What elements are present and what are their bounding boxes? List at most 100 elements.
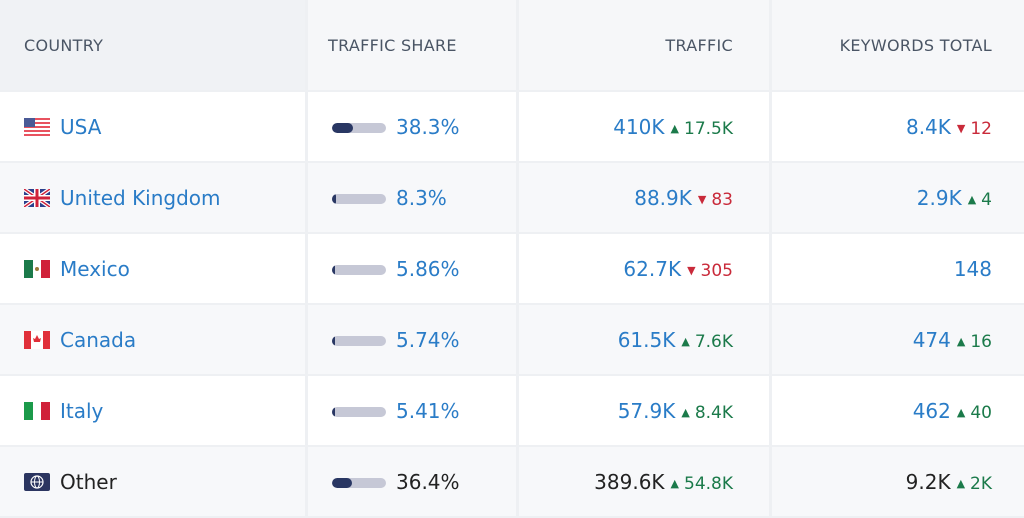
keywords-delta-value: 40 [970,402,992,423]
triangle-down-icon: ▼ [956,121,966,135]
traffic-share-bar [332,264,386,275]
header-traffic-share[interactable]: Traffic Share [308,0,516,90]
keywords-cell: 8.4K ▼ 12 [772,92,1024,161]
traffic-share-cell: 5.86% [308,234,516,303]
traffic-delta-value: 17.5K [684,118,733,139]
traffic-share-value[interactable]: 5.86% [396,256,460,281]
country-cell: USA [0,92,305,161]
keywords-cell: 148 [772,234,1024,303]
triangle-down-icon: ▼ [697,192,707,206]
keywords-cell: 2.9K ▲ 4 [772,163,1024,232]
traffic-share-value[interactable]: 8.3% [396,185,447,210]
keywords-delta: ▼ 12 [957,119,992,139]
traffic-share-bar [332,335,386,346]
traffic-share-bar [332,406,386,417]
traffic-delta-value: 305 [700,260,733,281]
traffic-share-cell: 5.41% [308,376,516,445]
header-traffic[interactable]: Traffic [519,0,769,90]
header-keywords-total[interactable]: Keywords Total [772,0,1024,90]
header-country[interactable]: Country [0,0,305,90]
traffic-delta-value: 8.4K [694,402,733,423]
traffic-share-cell: 36.4% [308,447,516,516]
traffic-value[interactable]: 61.5K [617,327,676,352]
keywords-delta-value: 12 [970,118,992,139]
triangle-up-icon: ▲ [956,334,966,348]
keywords-value[interactable]: 2.9K [916,185,962,210]
table-row: Mexico 5.86% 62.7K ▼ 305 148 [0,234,1024,303]
keywords-delta-value: 2K [970,473,992,494]
country-link[interactable]: United Kingdom [60,185,221,210]
keywords-cell: 474 ▲ 16 [772,305,1024,374]
traffic-value[interactable]: 57.9K [617,398,676,423]
country-link[interactable]: Canada [60,327,137,352]
keywords-cell: 462 ▲ 40 [772,376,1024,445]
traffic-cell: 57.9K ▲ 8.4K [519,376,769,445]
traffic-share-bar [332,193,386,204]
traffic-value: 389.6K [594,469,665,494]
us-flag-icon [24,117,50,136]
globe-icon [24,472,50,491]
triangle-up-icon: ▲ [670,476,679,490]
keywords-delta-value: 16 [970,331,992,352]
triangle-up-icon: ▲ [681,405,690,419]
traffic-share-value: 36.4% [396,469,460,494]
table-row: USA 38.3% 410K ▲ 17.5K 8.4K ▼ 12 [0,92,1024,161]
traffic-cell: 61.5K ▲ 7.6K [519,305,769,374]
keywords-delta: ▲ 4 [968,190,992,210]
triangle-up-icon: ▲ [670,121,679,135]
triangle-up-icon: ▲ [956,476,966,490]
keywords-value[interactable]: 148 [953,256,992,281]
triangle-up-icon: ▲ [967,192,977,206]
keywords-delta: ▲ 40 [957,403,992,423]
traffic-value[interactable]: 410K [613,114,665,139]
traffic-delta: ▼ 83 [698,190,733,210]
mexico-flag-icon [24,259,50,278]
traffic-share-value[interactable]: 38.3% [396,114,460,139]
country-link[interactable]: Italy [60,398,104,423]
keywords-delta-value: 4 [981,189,992,210]
country-cell: Other [0,447,305,516]
country-cell: Canada [0,305,305,374]
table-row: United Kingdom 8.3% 88.9K ▼ 83 2.9K ▲ 4 [0,163,1024,232]
traffic-share-value[interactable]: 5.41% [396,398,460,423]
uk-flag-icon [22,186,52,209]
traffic-delta: ▲ 17.5K [671,119,733,139]
traffic-delta: ▼ 305 [687,261,733,281]
traffic-share-value[interactable]: 5.74% [396,327,460,352]
country-cell: Italy [0,376,305,445]
traffic-delta-value: 54.8K [684,473,733,494]
canada-flag-icon [24,330,50,349]
country-cell: United Kingdom [0,163,305,232]
keywords-value[interactable]: 474 [912,327,951,352]
traffic-value[interactable]: 88.9K [634,185,692,210]
traffic-delta: ▲ 8.4K [681,403,733,423]
country-link[interactable]: USA [60,114,102,139]
keywords-value: 9.2K [905,469,951,494]
keywords-cell: 9.2K ▲ 2K [772,447,1024,516]
keywords-value[interactable]: 462 [912,398,951,423]
triangle-down-icon: ▼ [687,263,696,277]
keywords-delta: ▲ 2K [957,474,992,494]
table-row: Canada 5.74% 61.5K ▲ 7.6K 474 ▲ 16 [0,305,1024,374]
table-row: Other 36.4% 389.6K ▲ 54.8K 9.2K ▲ 2K [0,447,1024,516]
traffic-share-cell: 8.3% [308,163,516,232]
country-link[interactable]: Mexico [60,256,130,281]
keywords-value[interactable]: 8.4K [905,114,951,139]
table-row: Italy 5.41% 57.9K ▲ 8.4K 462 ▲ 40 [0,376,1024,445]
keywords-delta: ▲ 16 [957,332,992,352]
traffic-share-cell: 5.74% [308,305,516,374]
traffic-delta: ▲ 7.6K [681,332,733,352]
italy-flag-icon [24,401,50,420]
traffic-share-cell: 38.3% [308,92,516,161]
traffic-share-bar [332,122,386,133]
traffic-cell: 62.7K ▼ 305 [519,234,769,303]
triangle-up-icon: ▲ [956,405,966,419]
traffic-value[interactable]: 62.7K [623,256,682,281]
triangle-up-icon: ▲ [681,334,690,348]
traffic-delta-value: 83 [711,189,733,210]
traffic-delta: ▲ 54.8K [671,474,733,494]
header-row: Country Traffic Share Traffic Keywords T… [0,0,1024,90]
country-cell: Mexico [0,234,305,303]
traffic-cell: 88.9K ▼ 83 [519,163,769,232]
